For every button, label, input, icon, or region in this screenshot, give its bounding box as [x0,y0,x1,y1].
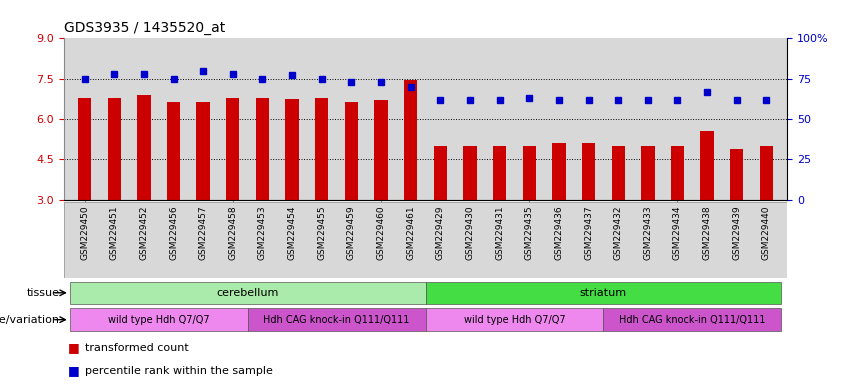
Text: GSM229432: GSM229432 [614,205,623,260]
Bar [552,143,566,200]
Text: GSM229434: GSM229434 [673,205,682,260]
Bar [226,98,239,200]
Text: striatum: striatum [580,288,627,298]
Bar [730,149,744,200]
FancyBboxPatch shape [603,308,781,331]
Bar [671,146,684,200]
Bar [582,143,595,200]
Bar [285,99,299,200]
Text: GSM229461: GSM229461 [406,205,415,260]
Bar [137,95,151,200]
Bar [463,146,477,200]
FancyBboxPatch shape [248,308,426,331]
Text: GSM229438: GSM229438 [703,205,711,260]
FancyBboxPatch shape [70,308,248,331]
Text: GSM229437: GSM229437 [584,205,593,260]
Bar [434,146,447,200]
Text: ■: ■ [68,364,84,377]
Text: GSM229436: GSM229436 [554,205,563,260]
Text: tissue: tissue [26,288,60,298]
Bar [256,98,269,200]
Bar [197,101,210,200]
Bar [700,131,714,200]
Text: Hdh CAG knock-in Q111/Q111: Hdh CAG knock-in Q111/Q111 [620,314,766,325]
Bar [523,146,536,200]
Text: GSM229460: GSM229460 [376,205,386,260]
Text: GSM229458: GSM229458 [228,205,237,260]
Text: GSM229435: GSM229435 [525,205,534,260]
Text: GSM229429: GSM229429 [436,205,445,260]
Text: GSM229451: GSM229451 [110,205,119,260]
Text: GDS3935 / 1435520_at: GDS3935 / 1435520_at [64,21,225,35]
Text: GSM229452: GSM229452 [140,205,148,260]
Text: GSM229454: GSM229454 [288,205,297,260]
Text: GSM229453: GSM229453 [258,205,267,260]
Text: ■: ■ [68,341,84,354]
Text: GSM229430: GSM229430 [465,205,475,260]
FancyBboxPatch shape [70,281,425,304]
FancyBboxPatch shape [426,308,603,331]
Bar [167,101,180,200]
Text: GSM229457: GSM229457 [198,205,208,260]
FancyBboxPatch shape [64,202,787,278]
Text: cerebellum: cerebellum [216,288,279,298]
Text: GSM229440: GSM229440 [762,205,771,260]
Text: transformed count: transformed count [85,343,189,353]
Text: wild type Hdh Q7/Q7: wild type Hdh Q7/Q7 [108,314,209,325]
Bar [760,146,773,200]
FancyBboxPatch shape [426,281,781,304]
Bar [612,146,625,200]
Bar [404,80,417,200]
Text: GSM229455: GSM229455 [317,205,326,260]
Text: GSM229433: GSM229433 [643,205,653,260]
Text: GSM229431: GSM229431 [495,205,504,260]
Text: genotype/variation: genotype/variation [0,314,60,325]
Text: GSM229439: GSM229439 [732,205,741,260]
Bar [78,98,91,200]
Text: Hdh CAG knock-in Q111/Q111: Hdh CAG knock-in Q111/Q111 [263,314,409,325]
Text: percentile rank within the sample: percentile rank within the sample [85,366,273,376]
Text: GSM229459: GSM229459 [347,205,356,260]
Bar [107,98,121,200]
Bar [493,146,506,200]
Bar [641,146,654,200]
Bar [345,101,358,200]
Text: wild type Hdh Q7/Q7: wild type Hdh Q7/Q7 [464,314,565,325]
Bar [374,100,388,200]
Text: GSM229456: GSM229456 [169,205,178,260]
Text: GSM229450: GSM229450 [80,205,89,260]
Bar [315,98,328,200]
